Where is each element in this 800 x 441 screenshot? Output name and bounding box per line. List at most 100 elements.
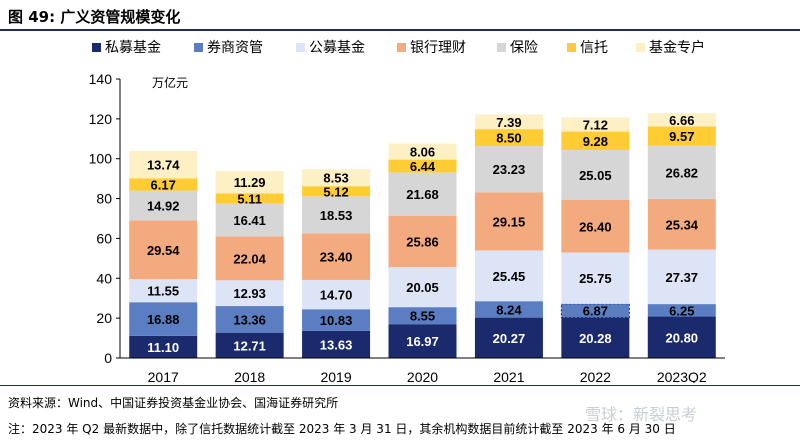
legend-swatch [397,43,406,52]
bar-segment-6 [561,117,630,132]
data-label: 11.55 [147,284,179,299]
bar-segment-4 [474,146,543,193]
data-label: 8.55 [410,309,435,324]
y-axis: 0 20 40 60 80 100 120 140 [89,71,121,366]
bar-segment-3 [302,233,371,280]
bar-segment-4 [388,172,457,216]
bar-segment-6 [388,143,457,160]
bar-segment-3 [474,192,543,251]
bar-segment-1 [302,309,371,331]
data-label: 8.53 [323,171,348,186]
data-label: 13.63 [320,337,353,352]
legend-item: 银行理财 [397,39,466,55]
data-label: 20.80 [666,330,699,345]
bar-segment-4 [302,196,371,234]
bar-segment-6 [474,114,543,130]
bar-segment-5 [215,193,284,204]
bar-stack-2020: 16.97 8.55 20.05 25.86 21.68 6.448.06 [388,143,457,358]
bar-segment-2 [561,252,630,304]
legend-label: 私募基金 [105,39,161,55]
bar-stack-2022: 20.28 6.87 25.75 26.40 25.05 9.28 7.12 [560,117,630,358]
legend-label: 券商资管 [207,39,263,55]
legend-item: 公募基金 [296,39,365,55]
data-label: 25.75 [579,271,612,286]
bar-segment-5 [647,126,716,146]
bar-segment-0 [561,317,630,358]
bar-segment-2 [129,279,198,303]
y-tick-label: 80 [96,191,112,207]
legend-item: 保险 [497,39,538,55]
y-tick-label: 100 [89,151,113,167]
bar-segment-4 [561,150,630,200]
bar-segment-2 [302,279,371,310]
figure-title: 图 49: 广义资管规模变化 [8,8,181,26]
data-label: 12.93 [233,286,266,301]
y-tick-label: 20 [96,310,112,326]
legend-swatch [296,43,305,52]
y-tick-label: 60 [96,230,112,246]
data-label: 16.41 [233,213,266,228]
x-tick-label: 2023Q2 [657,369,707,383]
x-tick-label: 2019 [320,369,351,383]
bar-stack-2018: 12.71 13.36 12.93 22.04 16.41 5.11 11.29 [215,170,284,358]
data-label: 16.88 [147,312,180,327]
bar-segment-1 [129,302,198,336]
legend-item: 私募基金 [92,39,161,55]
bar-segment-0 [129,335,198,358]
bar-segment-3 [129,220,198,280]
bar-segment-0 [388,324,457,358]
data-label: 7.12 [583,117,608,132]
bar-segment-5 [388,159,457,173]
bar-segment-3 [561,199,630,253]
watermark-text: 雪球：新裂思考 [585,405,698,424]
bar-segment-2 [647,249,716,305]
data-label: 21.68 [406,187,439,202]
data-label: 7.39 [496,115,521,130]
bar-segment-5 [561,131,630,151]
data-label: 6.25 [669,303,694,318]
bar-segment-5 [302,186,371,197]
data-label: 25.34 [666,217,699,232]
bar-segment-0 [302,330,371,358]
legend-swatch [92,43,101,52]
footnote: 注：2023 年 Q2 最新数据中，除了信托数据统计截至 2023 年 3 月 … [8,422,676,436]
bar-segment-1 [388,307,457,325]
x-tick-label: 2020 [407,369,438,383]
data-label: 26.82 [666,165,699,180]
data-label: 8.24 [496,302,522,317]
x-tick-label: 2022 [580,369,611,383]
bar-segment-1 [474,301,543,318]
x-axis: 2017 2018 2019 2020 2021 2022 2023Q2 [120,357,725,383]
figure-title-bar: 图 49: 广义资管规模变化 [0,0,800,31]
data-label: 20.27 [493,331,526,346]
legend-swatch [497,43,506,52]
bar-segment-1 [647,304,716,317]
bars-group: 11.1016.8811.5529.5414.926.1713.7412.711… [129,113,716,358]
bar-segment-2 [215,280,284,307]
data-label: 20.05 [406,280,439,295]
bar-stack-2023Q2: 20.80 6.25 27.37 25.34 26.82 9.576.66 [647,113,716,358]
data-label: 25.45 [493,269,526,284]
data-label: 9.28 [583,134,608,149]
bar-segment-4 [129,190,198,221]
bar-segment-4 [647,145,716,200]
bar-segment-5 [474,129,543,147]
data-label: 26.40 [579,219,612,234]
data-label: 14.70 [320,288,353,303]
bar-segment-6 [302,169,371,187]
legend-label: 公募基金 [309,39,365,55]
y-tick-label: 120 [89,111,113,127]
data-label: 9.57 [669,129,694,144]
data-label: 20.28 [579,331,612,346]
legend-item: 基金专户 [636,39,705,55]
bar-segment-1 [215,306,284,333]
bar-segment-2 [474,250,543,302]
data-label: 6.17 [151,177,176,192]
stacked-bar-chart: 私募基金 券商资管 公募基金 银行理财 保险 信托 基金专户 0 20 40 60 80 100 120… [89,39,725,383]
bar-segment-6 [215,170,284,194]
data-label: 11.29 [234,175,266,190]
data-label: 27.37 [666,270,699,285]
y-tick-label: 0 [104,350,112,366]
bar-segment-0 [647,316,716,358]
data-label: 5.12 [323,184,348,199]
